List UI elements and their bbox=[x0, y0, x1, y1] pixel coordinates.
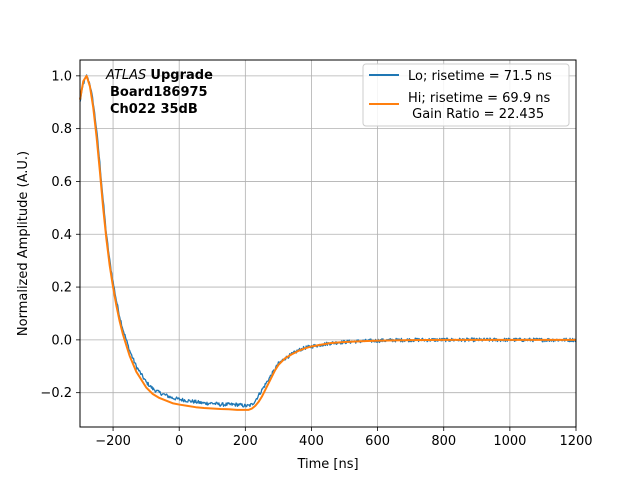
x-tick-label: 1000 bbox=[493, 434, 526, 449]
series-layer bbox=[79, 74, 577, 411]
y-tick-label: 0.6 bbox=[51, 175, 72, 190]
axes-frame bbox=[79, 59, 577, 428]
chart-annotation: ATLAS Upgrade Board186975 Ch022 35dB bbox=[105, 68, 213, 117]
annotation-channel: Ch022 35dB bbox=[110, 102, 198, 117]
x-axis-label: Time [ns] bbox=[296, 457, 358, 472]
annotation-line-1: ATLAS Upgrade bbox=[105, 68, 213, 83]
legend-label-hi: Hi; risetime = 69.9 ns Gain Ratio = 22.4… bbox=[408, 91, 550, 122]
x-tick-label: 1200 bbox=[559, 434, 592, 449]
y-axis-label: Normalized Amplitude (A.U.) bbox=[16, 151, 31, 336]
legend-label-lo: Lo; risetime = 71.5 ns bbox=[408, 69, 552, 84]
annotation-upgrade: Upgrade bbox=[150, 68, 213, 83]
legend-box bbox=[362, 63, 570, 127]
legend: Lo; risetime = 71.5 ns Hi; risetime = 69… bbox=[362, 63, 570, 127]
y-tick-label: 0.0 bbox=[51, 333, 72, 348]
x-tick-label: 400 bbox=[299, 434, 324, 449]
series-line-hi bbox=[79, 74, 576, 411]
x-tick-label: 600 bbox=[365, 434, 390, 449]
annotation-atlas: ATLAS bbox=[105, 68, 146, 83]
x-tick-label: 200 bbox=[233, 434, 258, 449]
x-tick-label: 800 bbox=[431, 434, 456, 449]
y-tick-label: 1.0 bbox=[51, 69, 72, 84]
y-tick-label: 0.8 bbox=[51, 122, 72, 137]
y-tick-label: −0.2 bbox=[40, 386, 72, 401]
annotation-board: Board186975 bbox=[110, 85, 208, 100]
ticks: −200 0 200 400 600 800 1000 1200 −0.2 0.0 0.2 0.4 0.… bbox=[40, 69, 592, 449]
y-tick-label: 0.4 bbox=[51, 228, 72, 243]
x-tick-label: 0 bbox=[175, 434, 183, 449]
x-tick-label: −200 bbox=[95, 434, 131, 449]
y-tick-label: 0.2 bbox=[51, 281, 72, 296]
